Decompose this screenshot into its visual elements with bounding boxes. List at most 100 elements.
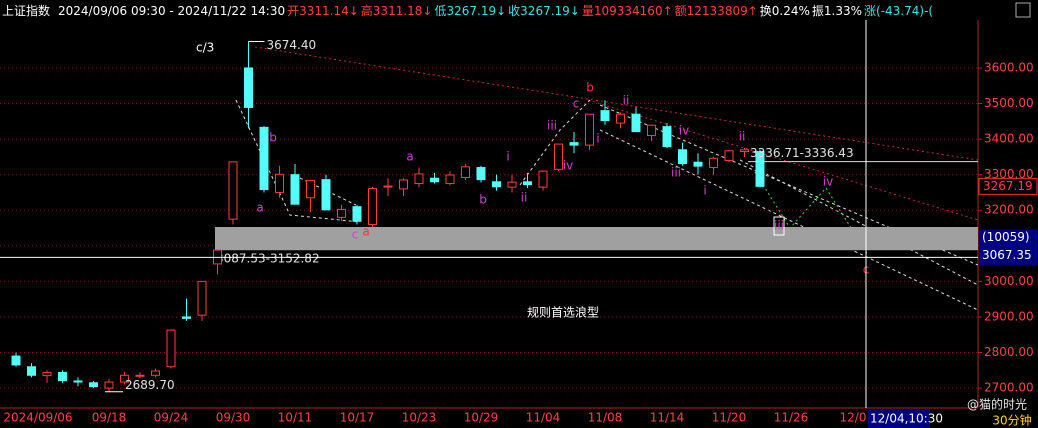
candle-body (228, 161, 238, 220)
x-tick-label: 11/08 (588, 411, 623, 425)
y-tick-label: 2900.00 (984, 309, 1034, 323)
x-tick-label: 09/30 (216, 411, 251, 425)
last-price-box (978, 177, 1038, 195)
candle-body (554, 143, 563, 170)
y-tick-label: 3200.00 (984, 203, 1034, 217)
candle-body (523, 181, 532, 186)
gap-band (215, 227, 978, 251)
x-tick-label: 11/20 (712, 411, 747, 425)
candle-body (11, 355, 21, 366)
candle-body (383, 185, 393, 188)
x-tick-label: 12/0 (840, 411, 867, 425)
candle-body (182, 316, 191, 319)
watermark: @猫的时光 (967, 397, 1027, 412)
header-item: 2024/09/06 09:30 - 2024/11/22 14:30 (58, 4, 285, 18)
candle-body (306, 179, 315, 199)
candle-body (600, 110, 610, 122)
wave-label: ii (521, 191, 528, 205)
wave-label: i (596, 132, 599, 146)
channel-line (599, 129, 979, 311)
wave-label: c (352, 228, 359, 242)
x-tick-label: 11/14 (650, 411, 685, 425)
wave-label: iv (563, 159, 573, 173)
candle-body (399, 179, 408, 190)
candle-body (321, 179, 331, 211)
wave-line (519, 99, 591, 186)
wave-label: i (703, 184, 706, 198)
wave-label: ii (623, 94, 630, 108)
last-price: 3267.19 (983, 179, 1033, 193)
candle-body (740, 149, 749, 153)
candle-body (368, 188, 377, 225)
x-tick-label: 09/24 (154, 411, 189, 425)
candle-body (693, 161, 703, 167)
channel-line (739, 159, 979, 286)
wave-label: ii (739, 130, 746, 144)
peak-label: 3674.40 (267, 38, 317, 52)
trough-label: 2689.70 (125, 378, 175, 392)
wave-line (235, 99, 361, 223)
x-tick-label: 11/26 (774, 411, 809, 425)
level-label: 3336.71-3336.43 (750, 146, 854, 160)
wave-label: iv (823, 175, 833, 189)
wave-box (773, 216, 785, 236)
wave-label: b (269, 131, 277, 145)
candle-body (89, 382, 98, 388)
cursor-volume: (10059) (982, 230, 1030, 244)
wave-label: a (362, 225, 369, 239)
candle-body (507, 181, 517, 188)
header-item: 振1.33% (812, 4, 862, 18)
candle-body (244, 67, 253, 108)
header: 上证指数 2024/09/06 09:30 - 2024/11/22 14:30 开… (2, 3, 933, 18)
candle-body (151, 370, 160, 376)
candle-body (166, 329, 176, 368)
x-tick-label: 11/04 (526, 411, 561, 425)
time-box (868, 409, 930, 428)
cursor-time: 12/04,10:30 (870, 412, 943, 426)
y-tick-label: 3600.00 (984, 60, 1034, 74)
header-text: 上证指数 2024/09/06 09:30 - 2024/11/22 14:30 开… (2, 3, 933, 18)
x-tick-label: 09/18 (92, 411, 127, 425)
wave-label: iii (671, 166, 681, 180)
wave-label: a (256, 201, 263, 215)
window-icon[interactable] (1015, 2, 1031, 18)
candle-body (461, 166, 470, 178)
candle-body (662, 126, 672, 148)
candle-body (135, 374, 145, 377)
y-tick-label: 3000.00 (984, 274, 1034, 288)
trend-line (587, 99, 979, 221)
wave-label: i (506, 150, 509, 164)
header-item: 上证指数 (2, 3, 50, 18)
header-item: 高3311.18↓ (361, 3, 433, 18)
candle-body (27, 366, 36, 376)
gap-label: 3087.53-3152.82 (216, 252, 320, 266)
header-item: 额12133809↑ (675, 4, 758, 18)
candle-body (755, 151, 765, 187)
candle-body (197, 280, 207, 316)
cursor-price: 3067.35 (982, 248, 1032, 262)
wave-label: iii (547, 119, 557, 133)
wave-title: c/3 (196, 41, 214, 55)
candle-body (337, 209, 346, 218)
y-tick-label: 2700.00 (984, 381, 1034, 395)
x-tick-label: 2024/09/06 (3, 411, 72, 425)
wave-label: b (586, 81, 594, 95)
wave-label: b (479, 193, 487, 207)
x-tick-label: 10/11 (278, 411, 313, 425)
candle-body (538, 170, 548, 188)
candle-body (709, 157, 718, 169)
candle-body (445, 174, 455, 185)
header-item: 涨(-43.74)-( (864, 3, 933, 18)
cursor-box (979, 229, 1037, 266)
candle-body (569, 142, 579, 146)
candle-body (647, 124, 656, 137)
header-item: 收3267.19↓ (508, 4, 580, 18)
candle-body (259, 126, 269, 191)
candle-body (724, 150, 734, 161)
note: 规则首选浪型 (527, 305, 599, 320)
candle-body (430, 177, 439, 183)
y-tick-label: 3400.00 (984, 132, 1034, 146)
candle-body (616, 113, 625, 124)
